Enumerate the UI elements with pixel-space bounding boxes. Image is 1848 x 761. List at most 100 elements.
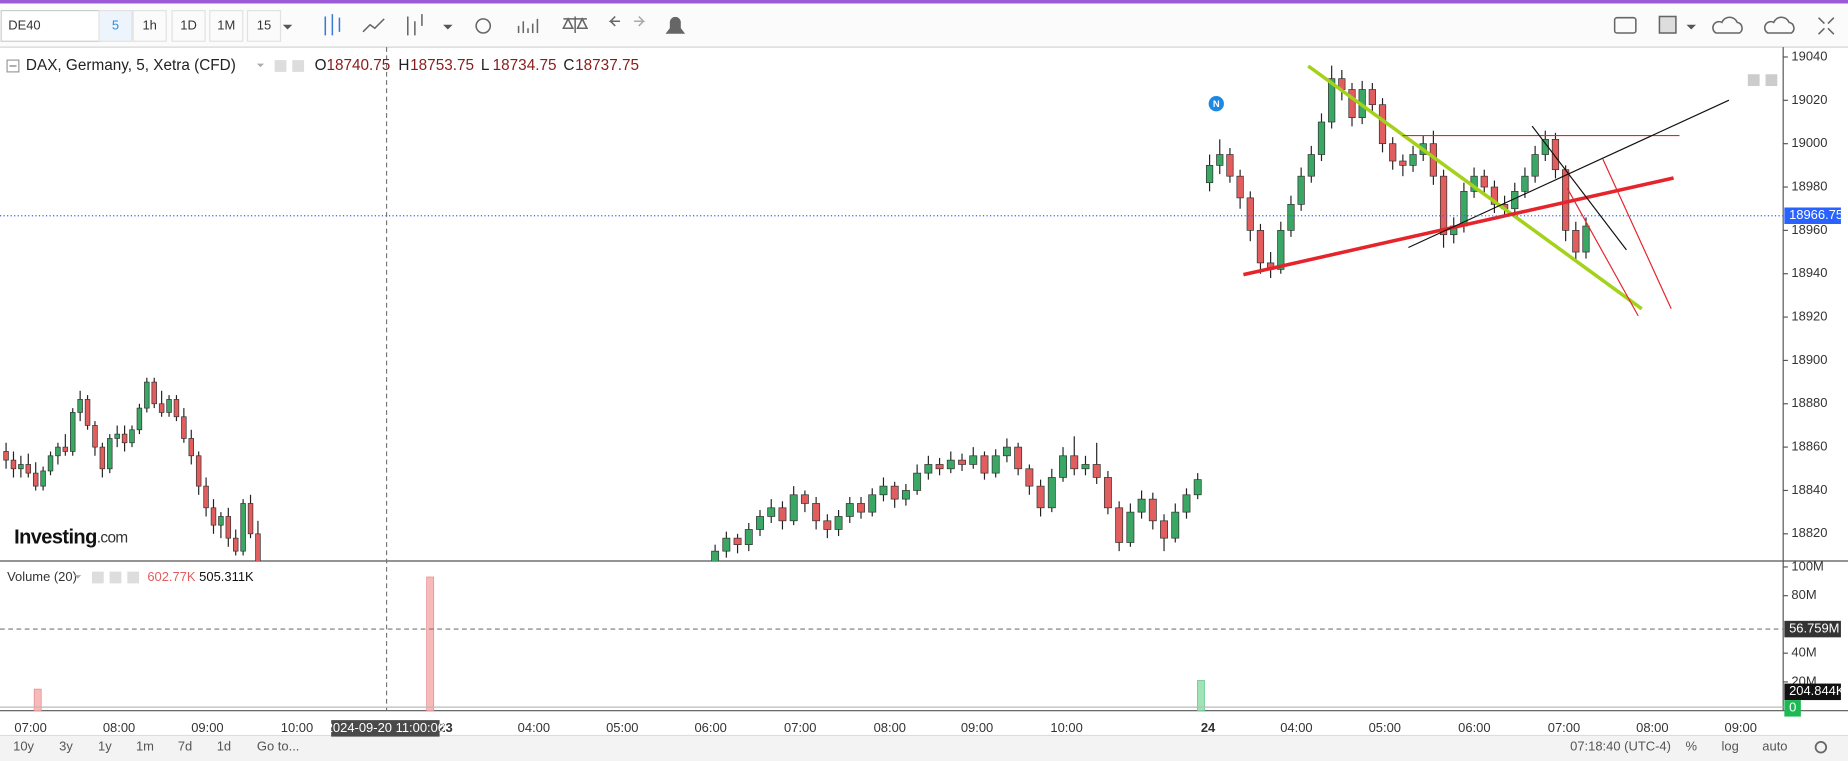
x-tick-label: 07:00 xyxy=(1548,720,1580,735)
candle-body xyxy=(166,399,172,413)
candle-icon[interactable] xyxy=(324,14,341,36)
event-badge[interactable] xyxy=(1208,96,1224,112)
candle-body xyxy=(1059,455,1067,478)
legend-icon[interactable] xyxy=(91,571,104,584)
x-tick-label: 04:00 xyxy=(518,720,550,735)
interval-button[interactable] xyxy=(209,10,244,42)
candle-body xyxy=(3,451,9,461)
line-icon[interactable] xyxy=(362,18,385,33)
compare-icon[interactable] xyxy=(562,16,589,33)
candle-body xyxy=(778,507,787,522)
toolbar-icons xyxy=(282,14,1835,36)
legend-icon[interactable] xyxy=(292,60,305,72)
x-tick-label: 07:00 xyxy=(784,720,816,735)
symbol-text: DE40 xyxy=(8,17,40,32)
range-button[interactable]: 3y xyxy=(59,739,73,754)
pane-button[interactable] xyxy=(1747,74,1760,87)
candle-body xyxy=(1317,121,1326,155)
trend-line[interactable] xyxy=(1243,176,1674,277)
trend-line[interactable] xyxy=(1602,158,1672,310)
redo-icon[interactable] xyxy=(634,15,646,27)
candle-body xyxy=(40,470,46,487)
candle-body xyxy=(1521,175,1529,192)
candle-body xyxy=(834,516,843,530)
interval-button[interactable] xyxy=(246,10,282,42)
candle-body xyxy=(913,472,922,491)
candle-body xyxy=(1236,175,1244,199)
candle-body xyxy=(114,433,120,439)
candle-body xyxy=(144,381,150,409)
legend-icon[interactable] xyxy=(109,571,122,584)
candle-body xyxy=(99,446,106,470)
pane-button[interactable] xyxy=(1765,74,1778,87)
candle-body xyxy=(188,438,194,457)
candle-body xyxy=(1014,446,1023,470)
candle-body xyxy=(789,494,798,522)
ohlc-value: 18740.75 xyxy=(326,57,390,74)
interval-button[interactable] xyxy=(132,10,167,42)
bars-icon[interactable] xyxy=(407,14,423,36)
screenshot-icon[interactable] xyxy=(1613,16,1637,34)
cloud-load-icon[interactable] xyxy=(1712,16,1743,34)
candle-body xyxy=(1002,446,1011,457)
interval-button[interactable] xyxy=(98,10,133,42)
settings-button[interactable] xyxy=(1814,741,1828,754)
dropdown-icon[interactable] xyxy=(443,24,453,30)
legend-icon[interactable] xyxy=(127,571,140,584)
candle-body xyxy=(62,446,69,452)
top-strip xyxy=(0,0,1848,4)
cloud-save-icon[interactable] xyxy=(1764,16,1795,34)
candle-body xyxy=(181,416,187,439)
indicators-icon[interactable] xyxy=(517,18,539,33)
dropdown-icon[interactable] xyxy=(256,63,265,68)
candle-body xyxy=(1092,464,1101,478)
scale-option[interactable]: log xyxy=(1721,739,1738,754)
candle-body xyxy=(173,399,180,418)
candle-body xyxy=(1277,230,1285,270)
trend-line[interactable] xyxy=(1307,64,1643,311)
scale-option[interactable]: % xyxy=(1685,739,1697,754)
undo-icon[interactable] xyxy=(608,15,620,27)
x-tick-label: 10:00 xyxy=(1050,720,1082,735)
volume-tag-label: 0 xyxy=(1789,700,1796,715)
layout-icon[interactable] xyxy=(1658,15,1677,34)
collapse-button[interactable] xyxy=(6,59,20,73)
legend-icon[interactable] xyxy=(274,60,287,72)
candle-body xyxy=(210,507,217,526)
interval-label: 1D xyxy=(180,17,197,32)
goto-button[interactable]: Go to... xyxy=(257,739,299,754)
range-button[interactable]: 1y xyxy=(98,739,112,754)
dropdown-icon[interactable] xyxy=(74,575,82,579)
interval-button[interactable] xyxy=(171,10,206,42)
volume-tag-label: 204.844K xyxy=(1789,683,1845,698)
candle-body xyxy=(203,485,209,509)
candle-body xyxy=(1399,160,1407,166)
candle-body xyxy=(767,507,776,517)
fullscreen-icon[interactable] xyxy=(1817,17,1835,35)
trend-line[interactable] xyxy=(1566,188,1639,317)
dropdown-icon[interactable] xyxy=(282,24,293,30)
alert-icon[interactable] xyxy=(665,16,686,34)
toolbar xyxy=(0,3,1848,48)
volume-tag xyxy=(1784,683,1841,701)
settings-icon[interactable] xyxy=(475,18,492,34)
range-button[interactable]: 1m xyxy=(136,739,154,754)
candle-body xyxy=(800,494,809,504)
volume-average-tag xyxy=(1784,620,1841,638)
scale-option[interactable]: auto xyxy=(1762,739,1787,754)
x-tick-label: 08:00 xyxy=(103,720,135,735)
range-button[interactable]: 10y xyxy=(13,739,34,754)
candle-body xyxy=(890,485,899,500)
range-button[interactable]: 1d xyxy=(217,739,231,754)
range-button[interactable]: 7d xyxy=(178,739,192,754)
candle-body xyxy=(1378,104,1387,145)
candle-body xyxy=(1328,78,1336,123)
clock: 07:18:40 (UTC-4) xyxy=(1570,739,1671,754)
dropdown-icon[interactable] xyxy=(1686,24,1696,30)
last-price-tag xyxy=(1784,207,1841,224)
symbol-input[interactable] xyxy=(0,10,101,42)
trend-line[interactable] xyxy=(1531,125,1627,251)
candle-body xyxy=(1137,498,1146,513)
